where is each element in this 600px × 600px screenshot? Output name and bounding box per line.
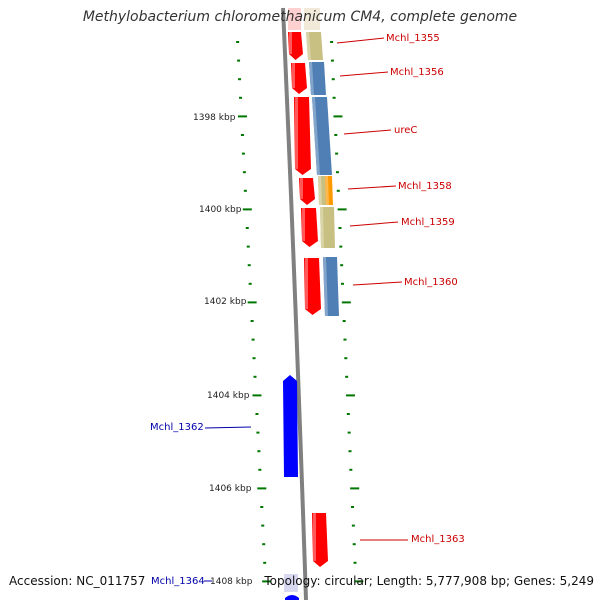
gene-label-mchl-1362[interactable]: Mchl_1362 <box>150 422 204 433</box>
gene-mchl-1364 <box>285 595 299 600</box>
tick-label-1398: 1398 kbp <box>193 113 236 123</box>
gene-urec <box>294 97 311 175</box>
gene-label-mchl-1356[interactable]: Mchl_1356 <box>390 67 444 78</box>
gene-mchl-1364-faded <box>284 574 298 592</box>
gene-label-mchl-1358[interactable]: Mchl_1358 <box>398 181 452 192</box>
tick-label-1408: 1408 kbp <box>210 577 253 587</box>
gene-label-mchl-1360[interactable]: Mchl_1360 <box>404 277 458 288</box>
gene-leader-line <box>336 37 385 44</box>
gene-label-mchl-1364[interactable]: Mchl_1364 <box>151 576 205 587</box>
gene-leader-line <box>204 426 252 429</box>
feature-block-faded <box>304 8 320 30</box>
gene-mchl-1362 <box>283 375 298 477</box>
tick-label-1400: 1400 kbp <box>199 205 242 215</box>
gene-label-urec[interactable]: ureC <box>394 125 417 136</box>
genome-title: Methylobacterium chloromethanicum CM4, c… <box>82 9 518 25</box>
gene-mchl-1360-highlight <box>305 258 308 309</box>
feature-block-khaki-highlight <box>318 176 322 205</box>
gene-mchl-1358-highlight <box>300 178 303 199</box>
feature-block-khaki-highlight <box>320 207 324 248</box>
feature-block-faded <box>288 8 301 30</box>
gene-mchl-1360 <box>304 258 321 315</box>
gene-mchl-1356-highlight <box>292 63 295 88</box>
tick-label-1406: 1406 kbp <box>209 484 252 494</box>
feature-block-khaki-highlight <box>306 32 311 60</box>
gene-leader-line <box>349 221 399 227</box>
feature-block-blue-highlight <box>309 62 314 95</box>
gene-leader-line <box>347 185 397 190</box>
gene-label-mchl-1363[interactable]: Mchl_1363 <box>411 534 465 545</box>
gene-mchl-1363-highlight <box>313 513 316 561</box>
gene-mchl-1355-highlight <box>289 32 292 54</box>
feature-block-blue-highlight <box>323 257 328 316</box>
feature-block-orange-highlight <box>325 176 329 205</box>
gene-leader-line <box>343 129 392 135</box>
gene-mchl-1359 <box>301 208 318 247</box>
gene-mchl-1359-highlight <box>302 208 305 241</box>
tick-label-1404: 1404 kbp <box>207 391 250 401</box>
tick-label-1402: 1402 kbp <box>204 297 247 307</box>
gene-leader-line <box>339 71 389 77</box>
topology-text: Topology: circular; Length: 5,777,908 bp… <box>264 574 594 588</box>
accession-text: Accession: NC_011757 <box>9 574 146 588</box>
feature-block-blue-highlight <box>312 97 320 175</box>
gene-leader-line <box>352 281 403 286</box>
gene-label-mchl-1355[interactable]: Mchl_1355 <box>386 33 440 44</box>
gene-label-mchl-1359[interactable]: Mchl_1359 <box>401 217 455 228</box>
genome-backbone <box>281 7 308 600</box>
gene-urec-highlight <box>295 97 298 169</box>
